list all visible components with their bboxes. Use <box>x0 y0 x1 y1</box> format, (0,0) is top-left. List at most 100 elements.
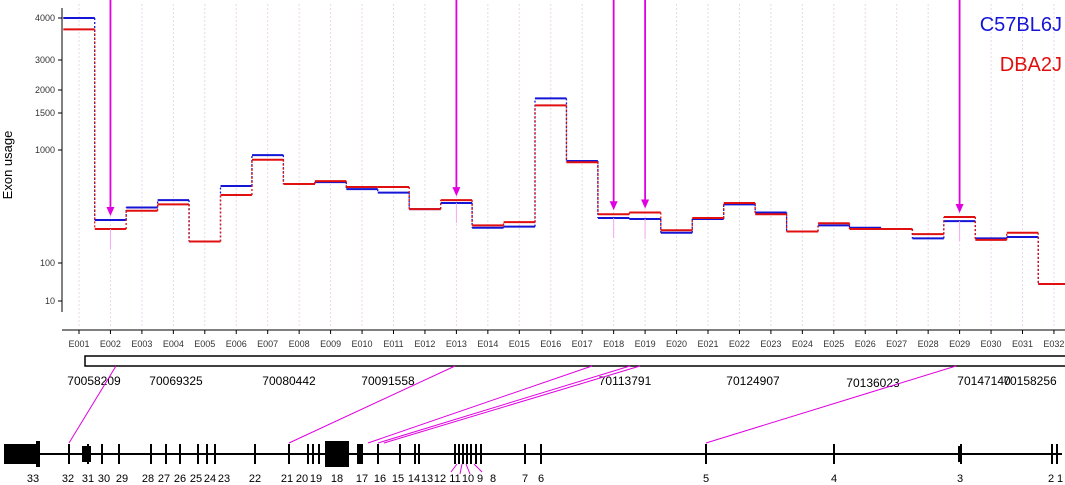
exon-number-label: 30 <box>98 473 110 485</box>
exon-number-label: 32 <box>62 473 74 485</box>
exon-number-label: 6 <box>538 473 544 485</box>
coordinate-label: 70069325 <box>149 374 203 388</box>
legend-entry-c57bl6j: C57BL6J <box>980 14 1062 36</box>
x-tick-label: E015 <box>509 339 530 349</box>
exon-number-label: 28 <box>142 473 154 485</box>
x-tick-label: E016 <box>540 339 561 349</box>
x-tick-label: E018 <box>603 339 624 349</box>
x-axis: E001 E002 E003 E004 E005 E006 E007 E008 E009 E010… <box>62 329 1065 349</box>
exon-number-label: 8 <box>490 473 496 485</box>
exon-block <box>36 441 40 467</box>
y-tick-label: 4000 <box>35 13 55 23</box>
exon-number-label: 23 <box>218 473 230 485</box>
exon-number-label: 29 <box>116 473 128 485</box>
exon-pointer <box>459 463 463 475</box>
exon-number-label: 27 <box>158 473 170 485</box>
x-tick-label: E007 <box>257 339 278 349</box>
highlight-arrowhead <box>452 187 461 197</box>
x-tick-label: E031 <box>1012 339 1033 349</box>
x-tick-label: E004 <box>163 339 184 349</box>
coordinate-label: 70091558 <box>361 374 415 388</box>
x-tick-label: E009 <box>320 339 341 349</box>
exon-number-label: 20 <box>296 473 308 485</box>
x-tick-label: E028 <box>918 339 939 349</box>
exon-block <box>325 441 349 467</box>
exon-number-label: 5 <box>703 473 709 485</box>
y-tick-label: 10 <box>45 296 55 306</box>
x-tick-label: E019 <box>635 339 656 349</box>
x-tick-label: E021 <box>697 339 718 349</box>
legend-entry-dba2j: DBA2J <box>1000 54 1062 76</box>
x-tick-label: E029 <box>949 339 970 349</box>
exon-number-label: 19 <box>310 473 322 485</box>
highlight-arrows <box>106 0 964 249</box>
gene-model: 33 32 31 30 29 28 27 26 25 24 23 22 21 20 19 18 17 16 15 14… <box>4 441 1063 485</box>
x-tick-label: E020 <box>666 339 687 349</box>
highlight-arrowhead <box>955 204 964 214</box>
x-tick-label: E022 <box>729 339 750 349</box>
exon-number-label: 33 <box>27 473 39 485</box>
series-lines <box>63 17 1065 286</box>
series-dba2j <box>63 28 1065 286</box>
x-tick-label: E010 <box>352 339 373 349</box>
exon-pointer <box>473 463 483 473</box>
exon-number-label: 31 <box>82 473 94 485</box>
x-tick-label: E008 <box>289 339 310 349</box>
x-tick-label: E024 <box>792 339 813 349</box>
coordinate-label: 70080442 <box>262 374 316 388</box>
x-tick-label: E026 <box>855 339 876 349</box>
x-tick-label: E023 <box>760 339 781 349</box>
y-tick-label: 100 <box>40 258 55 268</box>
exon-number-label: 22 <box>249 473 261 485</box>
x-tick-label: E025 <box>823 339 844 349</box>
coordinate-label: 70058209 <box>67 374 121 388</box>
x-tick-label: E012 <box>414 339 435 349</box>
exon-number-label: 21 <box>281 473 293 485</box>
x-tick-label: E001 <box>68 339 89 349</box>
exon-number-label: 4 <box>831 473 837 485</box>
exon-number-label: 3 <box>957 473 963 485</box>
exon-number-label: 24 <box>204 473 216 485</box>
coordinate-label: 70136023 <box>846 376 900 390</box>
x-tick-label: E013 <box>446 339 467 349</box>
y-axis: 10 100 1000 1500 2000 3000 4000 <box>35 8 63 312</box>
exon-block <box>4 444 40 464</box>
coordinate-label: 70124907 <box>726 374 780 388</box>
exon-number-label: 26 <box>174 473 186 485</box>
exon-number-label: 14 <box>408 473 420 485</box>
highlight-arrowhead <box>641 199 650 209</box>
exon-number-label: 18 <box>331 473 343 485</box>
y-tick-label: 1500 <box>35 108 55 118</box>
connector-line <box>288 365 456 444</box>
exon-number-label: 17 <box>356 473 368 485</box>
x-tick-label: E011 <box>383 339 403 349</box>
exon-block <box>357 444 363 464</box>
exon-number-label: 15 <box>392 473 404 485</box>
coordinate-label: 70158256 <box>1003 374 1057 388</box>
exon-number-label: 1 <box>1057 473 1063 485</box>
exon-number-label: 10 <box>462 473 474 485</box>
exon-number-label: 7 <box>522 473 528 485</box>
y-tick-label: 2000 <box>35 85 55 95</box>
exon-pointer <box>465 463 471 475</box>
y-tick-label: 1000 <box>35 145 55 155</box>
series-c57bl6j <box>63 17 1065 286</box>
exon-pointer <box>450 463 458 473</box>
genomic-coordinates: 70058209 70069325 70080442 70091558 70113791… <box>67 374 1057 390</box>
highlight-arrowhead <box>106 207 115 217</box>
exon-number-label: 2 <box>1048 473 1054 485</box>
x-tick-label: E032 <box>1043 339 1064 349</box>
x-tick-label: E005 <box>194 339 215 349</box>
genomic-region-box <box>84 355 1065 367</box>
x-tick-label: E006 <box>226 339 247 349</box>
x-tick-label: E030 <box>981 339 1002 349</box>
connector-line <box>383 365 641 444</box>
connector-line <box>68 365 117 444</box>
x-tick-label: E014 <box>477 339 498 349</box>
exon-number-label: 16 <box>374 473 386 485</box>
coordinate-label: 70113791 <box>599 374 652 388</box>
x-tick-label: E027 <box>886 339 907 349</box>
x-tick-label: E017 <box>572 339 593 349</box>
connector-line <box>367 365 593 444</box>
